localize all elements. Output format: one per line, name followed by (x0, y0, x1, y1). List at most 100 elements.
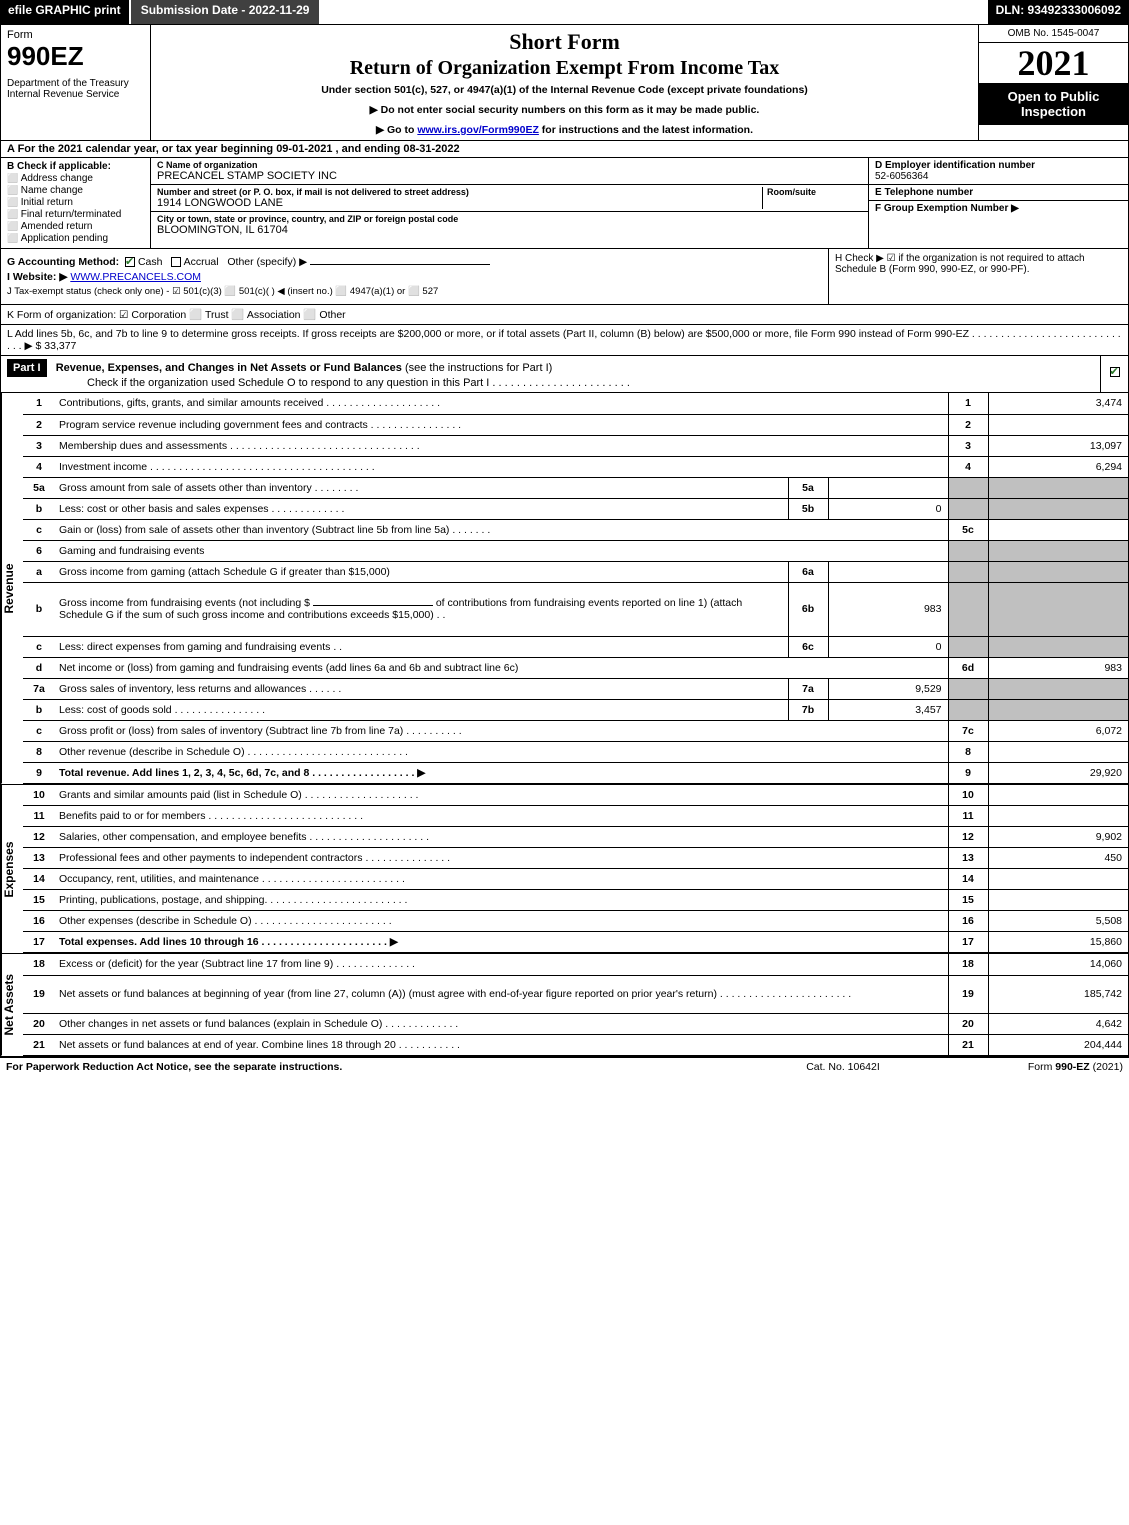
part-i-check-text: Check if the organization used Schedule … (7, 377, 1094, 389)
net-assets-section: Net Assets 18Excess or (deficit) for the… (1, 954, 1128, 1057)
form-header: Form 990EZ Department of the Treasury In… (1, 25, 1128, 141)
section-b-through-f: B Check if applicable: Address change Na… (1, 158, 1128, 249)
part-i-tag: Part I (7, 359, 47, 377)
chk-final-return[interactable]: Final return/terminated (7, 209, 144, 220)
line-3: 3Membership dues and assessments . . . .… (23, 435, 1128, 456)
department: Department of the Treasury Internal Reve… (7, 78, 144, 100)
form-word: Form (7, 29, 144, 41)
line-6: 6Gaming and fundraising events (23, 540, 1128, 561)
part-i-header: Part I Revenue, Expenses, and Changes in… (1, 356, 1128, 393)
line-19: 19Net assets or fund balances at beginni… (23, 975, 1128, 1013)
catalog-number: Cat. No. 10642I (743, 1061, 943, 1073)
net-assets-vlabel: Net Assets (1, 954, 23, 1056)
line-6d: dNet income or (loss) from gaming and fu… (23, 657, 1128, 678)
org-name-row: C Name of organization PRECANCEL STAMP S… (151, 158, 868, 185)
ein-value: 52-6056364 (875, 171, 1122, 182)
street-address: 1914 LONGWOOD LANE (157, 197, 762, 209)
omb-number: OMB No. 1545-0047 (979, 25, 1128, 43)
tax-year: 2021 (979, 43, 1128, 83)
form-number: 990EZ (7, 41, 144, 72)
accounting-method: G Accounting Method: Cash Accrual Other … (7, 256, 822, 268)
row-l: L Add lines 5b, 6c, and 7b to line 9 to … (1, 325, 1128, 356)
efile-print[interactable]: efile GRAPHIC print (0, 0, 129, 24)
line-9: 9Total revenue. Add lines 1, 2, 3, 4, 5c… (23, 762, 1128, 783)
col-b: B Check if applicable: Address change Na… (1, 158, 151, 248)
line-13: 13Professional fees and other payments t… (23, 848, 1128, 869)
revenue-table: 1Contributions, gifts, grants, and simil… (23, 393, 1128, 784)
expenses-vlabel: Expenses (1, 785, 23, 954)
line-2: 2Program service revenue including gover… (23, 414, 1128, 435)
row-g-h-i: G Accounting Method: Cash Accrual Other … (1, 249, 1128, 305)
chk-cash[interactable] (125, 257, 135, 267)
chk-initial-return[interactable]: Initial return (7, 197, 144, 208)
chk-accrual[interactable] (171, 257, 181, 267)
top-bar: efile GRAPHIC print Submission Date - 20… (0, 0, 1129, 24)
col-g-i-j: G Accounting Method: Cash Accrual Other … (1, 249, 828, 304)
address-row: Number and street (or P. O. box, if mail… (151, 185, 868, 212)
line-8: 8Other revenue (describe in Schedule O) … (23, 741, 1128, 762)
org-name: PRECANCEL STAMP SOCIETY INC (157, 170, 862, 182)
open-to-public: Open to Public Inspection (979, 83, 1128, 125)
city-row: City or town, state or province, country… (151, 212, 868, 238)
line-7a: 7aGross sales of inventory, less returns… (23, 678, 1128, 699)
page-footer: For Paperwork Reduction Act Notice, see … (0, 1058, 1129, 1076)
line-6b: bGross income from fundraising events (n… (23, 582, 1128, 636)
goto-note: ▶ Go to www.irs.gov/Form990EZ for instru… (159, 124, 970, 136)
chk-address-change[interactable]: Address change (7, 173, 144, 184)
form-title: Return of Organization Exempt From Incom… (159, 57, 970, 80)
line-15: 15Printing, publications, postage, and s… (23, 890, 1128, 911)
website-link[interactable]: WWW.PRECANCELS.COM (70, 271, 201, 283)
chk-name-change[interactable]: Name change (7, 185, 144, 196)
expenses-table: 10Grants and similar amounts paid (list … (23, 785, 1128, 954)
group-exemption-row: F Group Exemption Number ▶ (869, 201, 1128, 216)
col-h: H Check ▶ ☑ if the organization is not r… (828, 249, 1128, 304)
ssn-note: ▶ Do not enter social security numbers o… (159, 104, 970, 116)
chk-amended-return[interactable]: Amended return (7, 221, 144, 232)
header-left: Form 990EZ Department of the Treasury In… (1, 25, 151, 140)
chk-application-pending[interactable]: Application pending (7, 233, 144, 244)
line-1: 1Contributions, gifts, grants, and simil… (23, 393, 1128, 414)
part-i-checkbox[interactable] (1100, 356, 1128, 392)
b-label: B Check if applicable: (7, 161, 111, 172)
header-right: OMB No. 1545-0047 2021 Open to Public In… (978, 25, 1128, 140)
net-assets-table: 18Excess or (deficit) for the year (Subt… (23, 954, 1128, 1056)
line-17: 17Total expenses. Add lines 10 through 1… (23, 932, 1128, 953)
other-specify-input[interactable] (310, 264, 490, 265)
line-5c: cGain or (loss) from sale of assets othe… (23, 519, 1128, 540)
line-4: 4Investment income . . . . . . . . . . .… (23, 456, 1128, 477)
phone-row: E Telephone number (869, 185, 1128, 201)
form-edition: Form 990-EZ (2021) (943, 1061, 1123, 1073)
ein-row: D Employer identification number 52-6056… (869, 158, 1128, 185)
gross-receipts-value: 33,377 (44, 340, 76, 352)
city-state-zip: BLOOMINGTON, IL 61704 (157, 224, 862, 236)
form-container: Form 990EZ Department of the Treasury In… (0, 24, 1129, 1058)
submission-date: Submission Date - 2022-11-29 (129, 0, 320, 24)
row-k: K Form of organization: ☑ Corporation ⬜ … (1, 305, 1128, 325)
line-7c: cGross profit or (loss) from sales of in… (23, 720, 1128, 741)
paperwork-notice: For Paperwork Reduction Act Notice, see … (6, 1061, 743, 1073)
line-5b: bLess: cost or other basis and sales exp… (23, 498, 1128, 519)
revenue-section: Revenue 1Contributions, gifts, grants, a… (1, 393, 1128, 785)
col-def: D Employer identification number 52-6056… (868, 158, 1128, 248)
line-14: 14Occupancy, rent, utilities, and mainte… (23, 869, 1128, 890)
line-18: 18Excess or (deficit) for the year (Subt… (23, 954, 1128, 975)
irs-link[interactable]: www.irs.gov/Form990EZ (417, 124, 539, 136)
line-10: 10Grants and similar amounts paid (list … (23, 785, 1128, 806)
line-16: 16Other expenses (describe in Schedule O… (23, 911, 1128, 932)
revenue-vlabel: Revenue (1, 393, 23, 784)
line-12: 12Salaries, other compensation, and empl… (23, 827, 1128, 848)
short-form-label: Short Form (159, 29, 970, 55)
line-6c: cLess: direct expenses from gaming and f… (23, 636, 1128, 657)
row-a-tax-year: A For the 2021 calendar year, or tax yea… (1, 141, 1128, 158)
line-21: 21Net assets or fund balances at end of … (23, 1034, 1128, 1055)
website-row: I Website: ▶ WWW.PRECANCELS.COM (7, 271, 822, 283)
line-11: 11Benefits paid to or for members . . . … (23, 806, 1128, 827)
col-c: C Name of organization PRECANCEL STAMP S… (151, 158, 868, 248)
dln: DLN: 93492333006092 (988, 0, 1129, 24)
line-6a: aGross income from gaming (attach Schedu… (23, 561, 1128, 582)
line-5a: 5aGross amount from sale of assets other… (23, 477, 1128, 498)
tax-exempt-status: J Tax-exempt status (check only one) - ☑… (7, 286, 822, 297)
form-subtitle: Under section 501(c), 527, or 4947(a)(1)… (159, 84, 970, 96)
line-20: 20Other changes in net assets or fund ba… (23, 1013, 1128, 1034)
line-7b: bLess: cost of goods sold . . . . . . . … (23, 699, 1128, 720)
